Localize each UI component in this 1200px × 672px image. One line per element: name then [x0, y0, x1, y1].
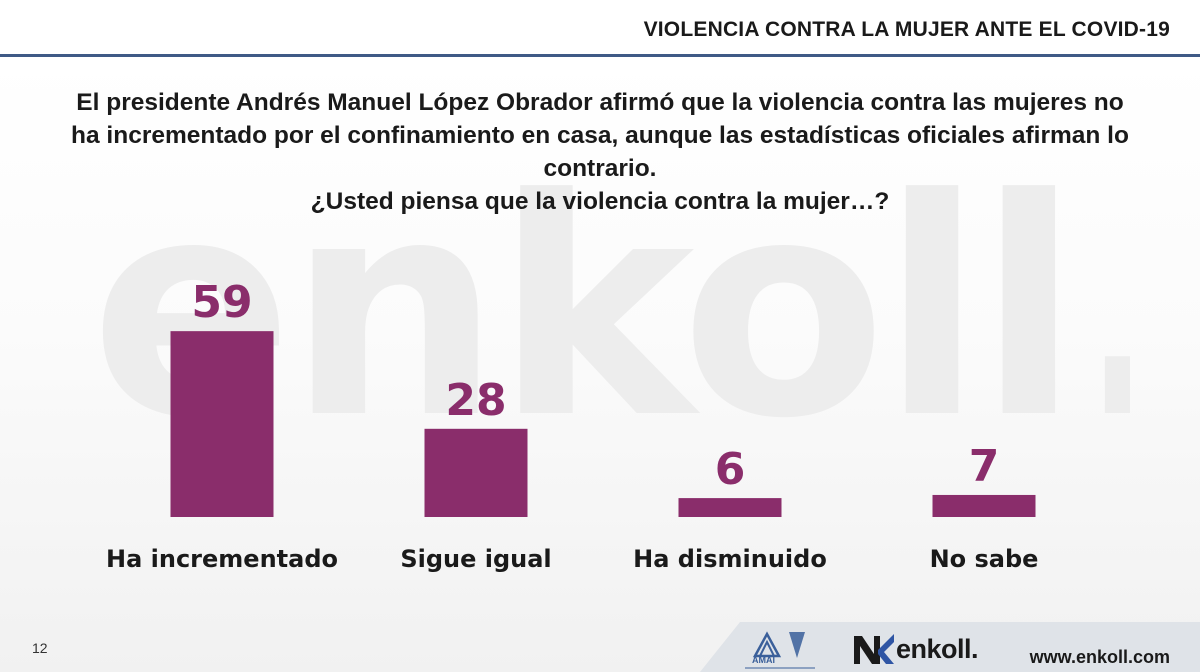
category-label-ha-disminuido: Ha disminuido: [633, 545, 827, 573]
page-number: 12: [32, 640, 48, 656]
enkoll-logo-icon: [854, 634, 894, 664]
slide-header-title: VIOLENCIA CONTRA LA MUJER ANTE EL COVID-…: [643, 18, 1170, 41]
question-line-4: ¿Usted piensa que la violencia contra la…: [310, 188, 890, 215]
value-label-ha-incrementado: 59: [191, 277, 252, 328]
bar-ha-disminuido: [678, 498, 782, 517]
category-label-no-sabe: No sabe: [930, 545, 1039, 573]
bar-sigue-igual: [424, 428, 528, 517]
question-line-1: El presidente Andrés Manuel López Obrado…: [76, 89, 1124, 116]
question-line-3: contrario.: [543, 155, 657, 182]
question-line-2: ha incrementado por el confinamiento en …: [71, 122, 1129, 149]
bar-no-sabe: [932, 494, 1036, 517]
bar-ha-incrementado: [170, 331, 274, 517]
amai-logo: [745, 631, 815, 669]
value-label-ha-disminuido: 6: [715, 444, 746, 495]
header-divider: [0, 54, 1200, 57]
website-url: www.enkoll.com: [1029, 647, 1170, 667]
category-label-ha-incrementado: Ha incrementado: [106, 545, 338, 573]
footer-panel: [700, 622, 1200, 672]
survey-question: El presidente Andrés Manuel López Obrado…: [30, 86, 1170, 218]
amai-logo-text: AMAI: [752, 655, 775, 665]
value-label-sigue-igual: 28: [445, 375, 506, 426]
value-label-no-sabe: 7: [969, 441, 1000, 492]
enkoll-logo-text: enkoll.: [896, 634, 979, 664]
category-label-sigue-igual: Sigue igual: [400, 545, 551, 573]
